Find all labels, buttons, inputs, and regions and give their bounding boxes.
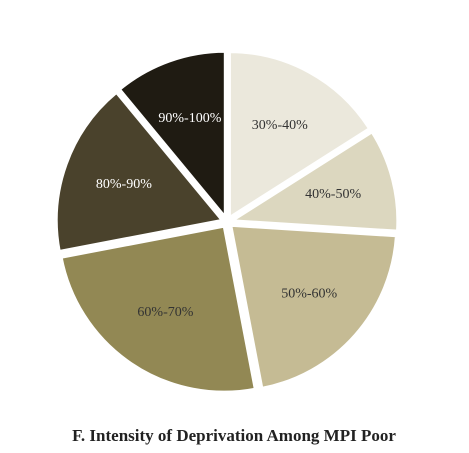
slice-label: 80%-90% (96, 177, 152, 192)
pie-slice (227, 129, 400, 233)
pie-slice (227, 50, 372, 221)
slice-label: 50%-60% (281, 287, 337, 302)
pie-slice (59, 224, 258, 394)
slice-label: 60%-70% (137, 305, 193, 320)
slice-label: 90%-100% (158, 111, 221, 126)
pie-slice (117, 49, 227, 222)
pie-slice (228, 223, 399, 391)
pie-slice (54, 90, 226, 254)
chart-title: F. Intensity of Deprivation Among MPI Po… (72, 426, 396, 445)
slice-label: 40%-50% (305, 187, 361, 202)
pie: 30%-40% 40%-50% 50%-60% 60%-70% 80%-90% 90%-1… (54, 49, 400, 394)
slice-label: 30%-40% (252, 118, 308, 133)
